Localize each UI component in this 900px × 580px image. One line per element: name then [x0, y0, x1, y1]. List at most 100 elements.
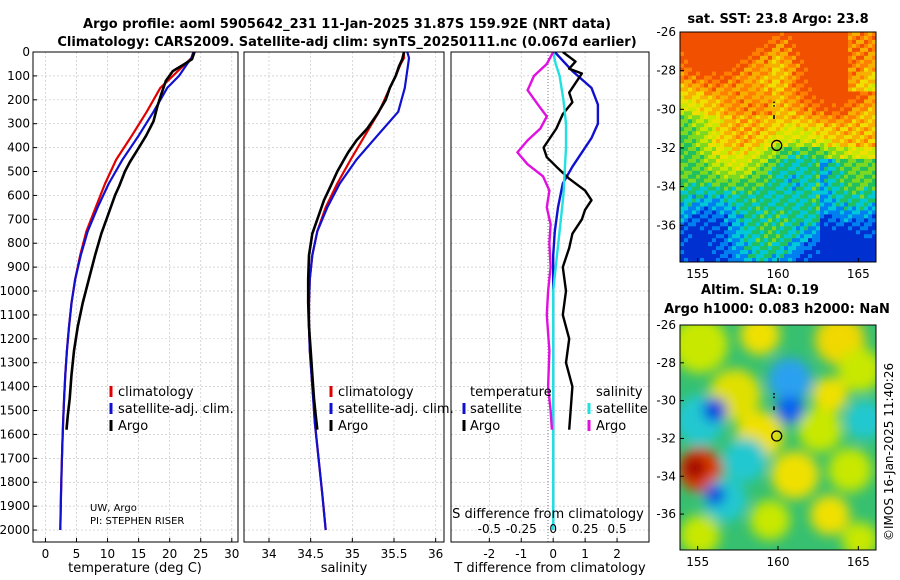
sst-cell: [844, 218, 849, 223]
sst-cell: [788, 127, 793, 132]
sst-cell: [760, 226, 765, 231]
sst-cell: [700, 139, 705, 144]
sst-cell: [716, 107, 721, 112]
sst-cell: [808, 230, 813, 235]
sst-cell: [788, 170, 793, 176]
sst-cell: [720, 59, 725, 65]
sst-cell: [680, 87, 685, 92]
sst-cell: [848, 162, 853, 168]
sst-cell: [704, 202, 709, 207]
sst-cell: [696, 119, 701, 124]
s-tick-label: -0.5: [478, 522, 501, 536]
sst-cell: [708, 119, 713, 124]
sst-cell: [868, 43, 873, 49]
sst-cell: [772, 59, 777, 65]
sst-cell: [864, 246, 869, 251]
sst-cell: [768, 174, 773, 180]
sst-cell: [720, 91, 725, 96]
sst-cell: [680, 131, 685, 136]
sst-cell: [848, 95, 853, 100]
sst-cell: [768, 246, 773, 251]
sst-cell: [796, 194, 801, 200]
sst-cell: [820, 67, 825, 73]
sst-cell: [856, 95, 861, 100]
sst-cell: [828, 190, 833, 196]
sst-cell: [860, 91, 865, 96]
sst-cell: [760, 238, 765, 243]
sst-cell: [776, 226, 781, 231]
sst-cell: [800, 154, 805, 160]
sst-cell: [708, 174, 713, 180]
sst-cell: [680, 190, 685, 196]
sst-cell: [800, 59, 805, 65]
sst-cell: [816, 123, 821, 128]
sst-cell: [720, 170, 725, 176]
sst-cell: [852, 55, 857, 61]
sst-cell: [792, 35, 797, 41]
sst-cell: [756, 174, 761, 180]
sst-cell: [808, 55, 813, 61]
sst-cell: [736, 39, 741, 45]
lon-tick-label: 160: [767, 555, 790, 569]
sst-cell: [864, 83, 869, 89]
sst-cell: [776, 107, 781, 112]
sst-cell: [848, 206, 853, 211]
sst-cell: [824, 131, 829, 136]
sst-cell: [704, 67, 709, 73]
sst-cell: [860, 111, 865, 116]
temperature-legend: climatology satellite-adj. clim. Argo: [109, 385, 234, 434]
sst-cell: [680, 194, 685, 200]
sst-cell: [732, 154, 737, 160]
sst-cell: [848, 246, 853, 251]
sst-cell: [828, 59, 833, 65]
sst-cell: [756, 158, 761, 164]
sst-cell: [712, 107, 717, 112]
sst-cell: [684, 194, 689, 200]
sst-cell: [788, 83, 793, 89]
sst-cell: [816, 242, 821, 247]
sst-cell: [872, 143, 876, 148]
sst-cell: [800, 123, 805, 128]
sst-cell: [808, 170, 813, 176]
sst-cell: [740, 222, 745, 227]
sst-cell: [784, 71, 789, 77]
sst-cell: [772, 32, 777, 37]
sst-cell: [700, 51, 705, 57]
sst-cell: [756, 246, 761, 251]
sst-cell: [744, 230, 749, 235]
sst-cell: [708, 202, 713, 207]
sst-cell: [844, 226, 849, 231]
sst-cell: [868, 162, 873, 168]
sst-cell: [708, 127, 713, 132]
sst-cell: [712, 103, 717, 108]
sst-cell: [720, 226, 725, 231]
sst-cell: [732, 158, 737, 164]
sst-cell: [856, 43, 861, 49]
sst-cell: [864, 170, 869, 176]
sst-cell: [872, 39, 876, 45]
depth-tick-label: 100: [7, 69, 30, 83]
sst-cell: [744, 254, 749, 259]
sst-cell: [788, 186, 793, 192]
sst-cell: [696, 103, 701, 108]
sst-cell: [872, 238, 876, 243]
sst-cell: [796, 158, 801, 164]
sst-cell: [844, 174, 849, 180]
sst-cell: [780, 234, 785, 239]
sst-cell: [832, 51, 837, 57]
sst-cell: [684, 170, 689, 176]
sst-cell: [820, 55, 825, 61]
sst-cell: [684, 131, 689, 136]
sst-cell: [772, 47, 777, 53]
sst-cell: [856, 238, 861, 243]
sst-cell: [872, 123, 876, 128]
sst-cell: [732, 71, 737, 77]
sst-cell: [820, 139, 825, 144]
sst-cell: [784, 246, 789, 251]
sst-cell: [820, 234, 825, 239]
sst-cell: [708, 190, 713, 196]
depth-tick-label: 900: [7, 260, 30, 274]
sst-cell: [844, 154, 849, 160]
sst-cell: [832, 119, 837, 124]
sst-cell: [848, 166, 853, 172]
